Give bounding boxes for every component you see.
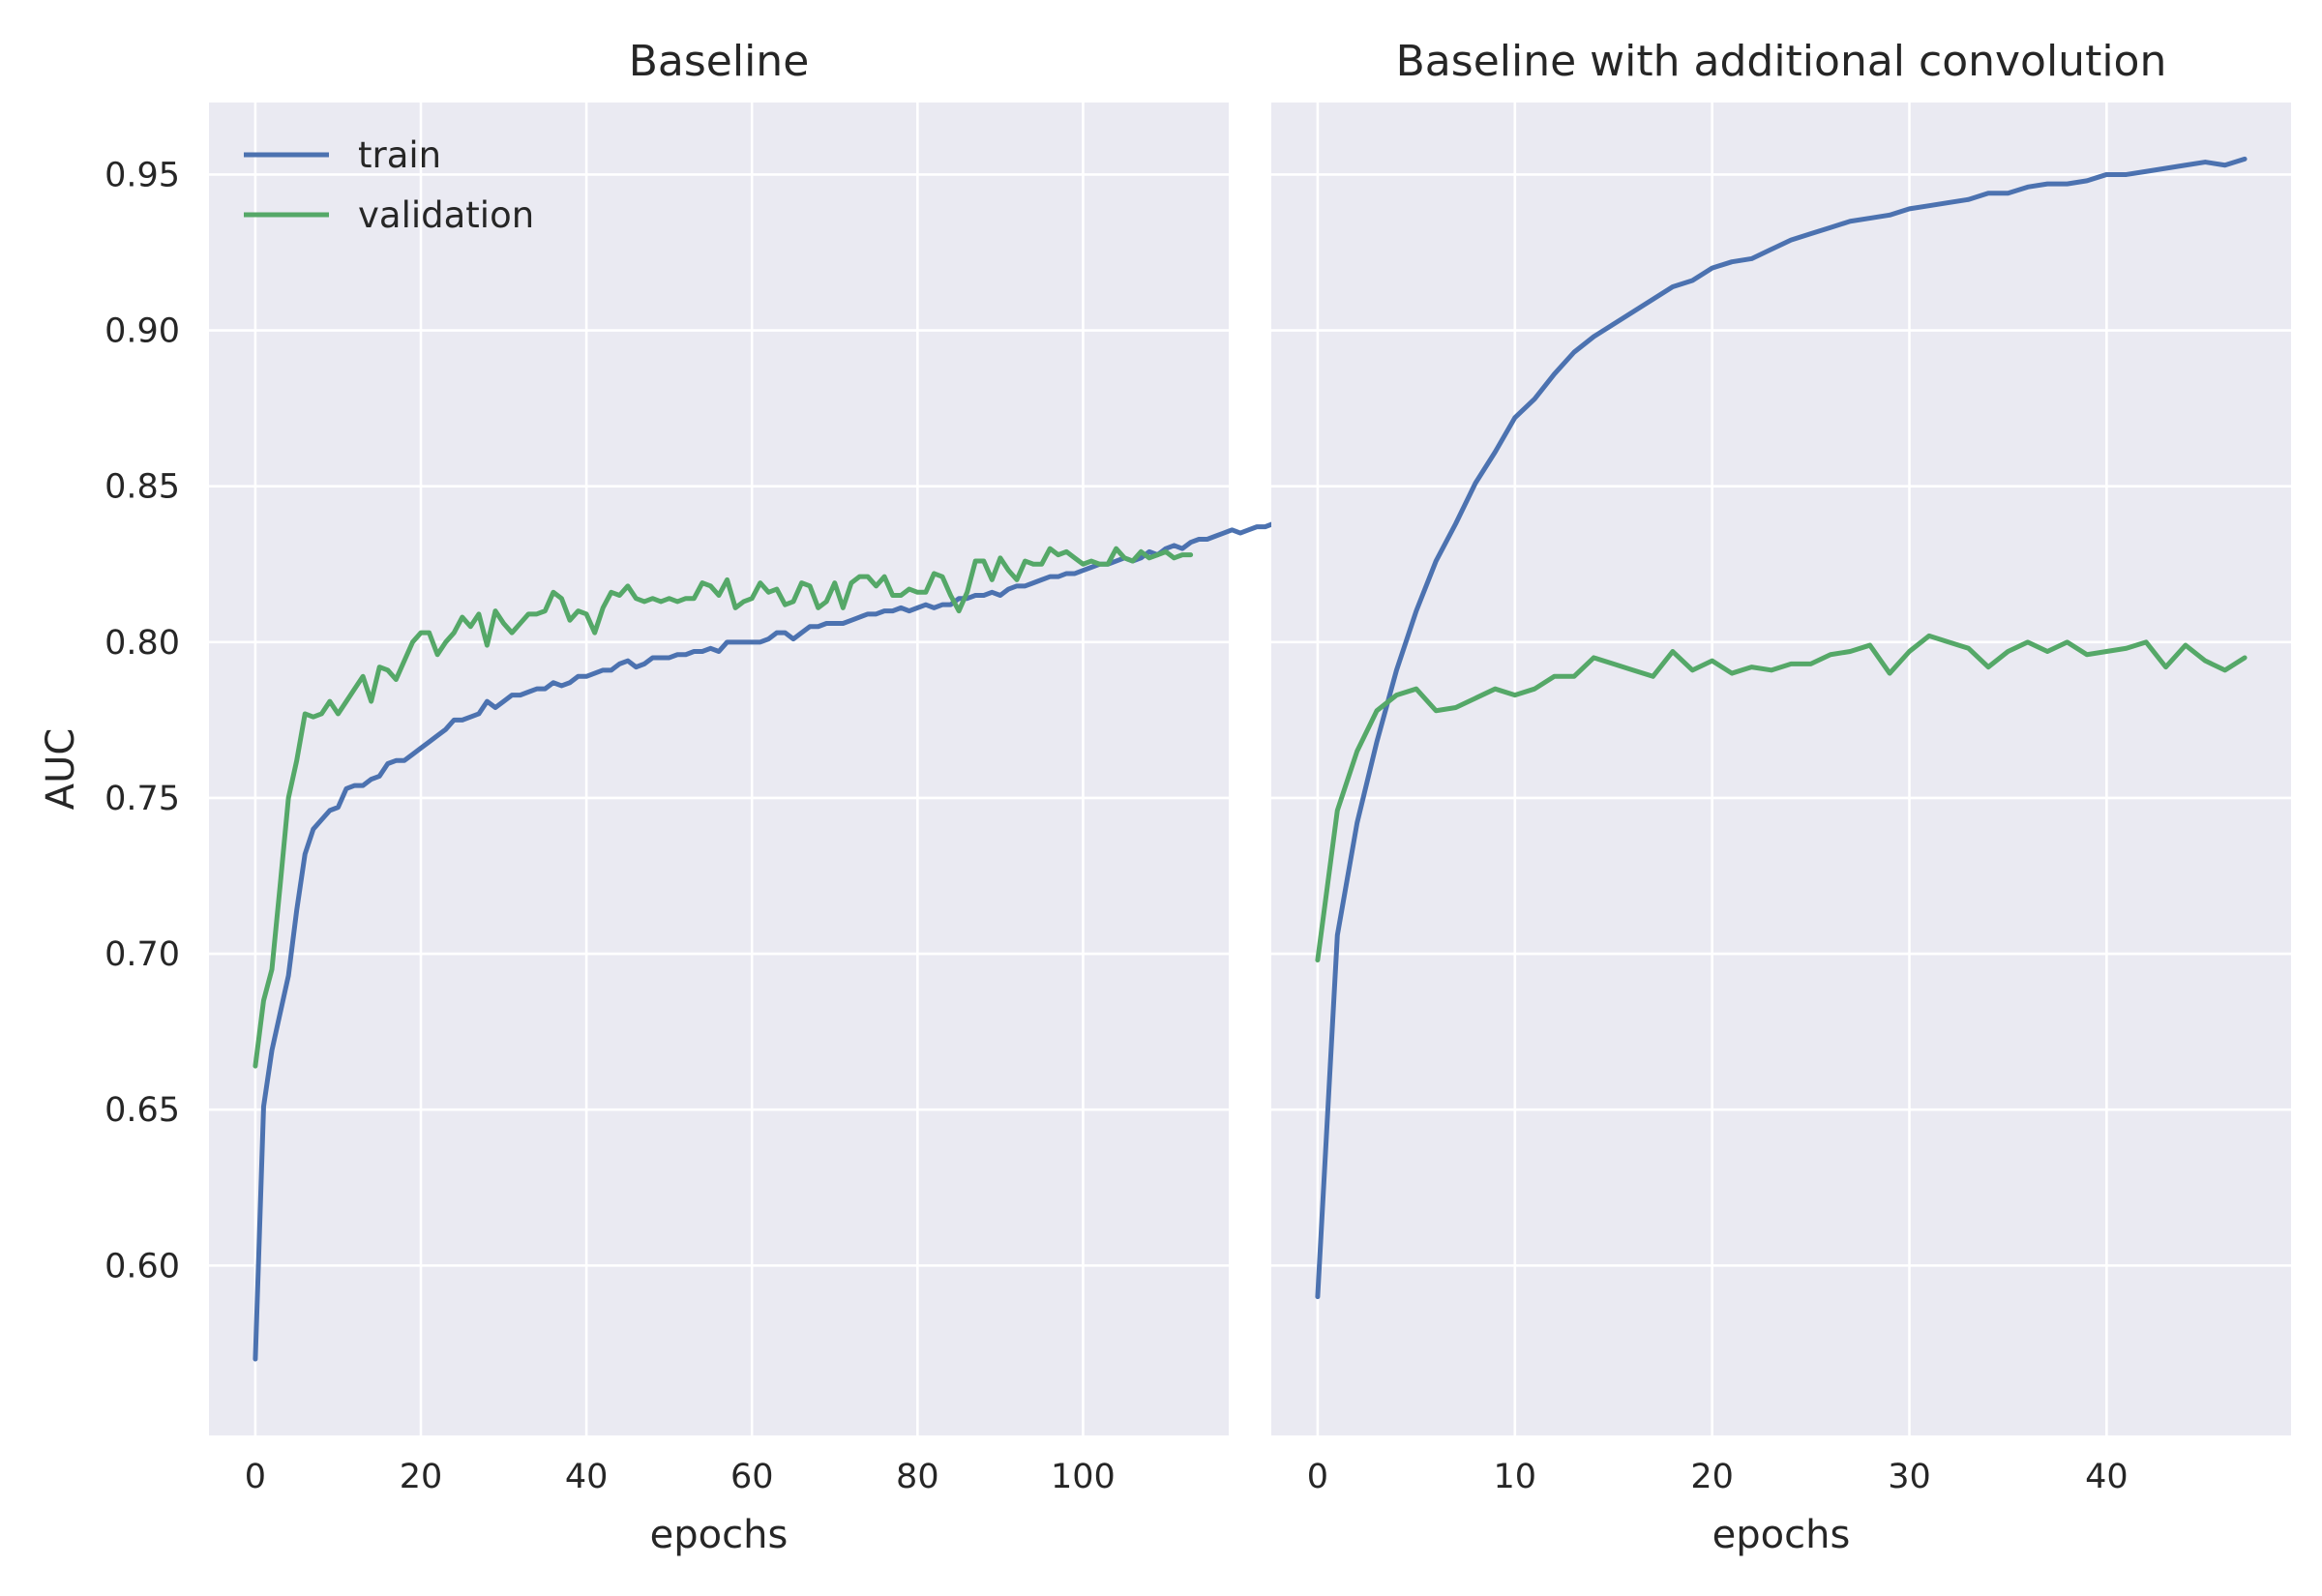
y-tick-label: 0.70 — [104, 935, 180, 974]
x-tick-label: 100 — [1051, 1458, 1116, 1496]
grid-baseline — [209, 103, 1229, 1435]
chart-title-additional-convolution: Baseline with additional convolution — [1396, 37, 2167, 86]
x-ticks-baseline: 0 20 40 60 80 100 — [245, 1458, 1116, 1496]
x-ticks-additional-convolution: 0 10 20 30 40 — [1307, 1458, 2128, 1496]
legend-label-train: train — [358, 134, 441, 176]
x-axis-label-baseline: epochs — [650, 1513, 789, 1557]
y-tick-label: 0.75 — [104, 780, 180, 818]
x-tick-label: 10 — [1494, 1458, 1537, 1496]
y-tick-label: 0.60 — [104, 1247, 180, 1286]
y-tick-label: 0.80 — [104, 624, 180, 663]
chart-title-baseline: Baseline — [629, 37, 810, 86]
x-tick-label: 30 — [1888, 1458, 1931, 1496]
series-line-train-additional-convolution — [1315, 156, 2248, 1300]
series-line-validation-additional-convolution — [1315, 633, 2248, 963]
x-axis-label-additional-convolution: epochs — [1712, 1513, 1851, 1557]
x-tick-label: 60 — [730, 1458, 774, 1496]
x-tick-label: 0 — [245, 1458, 266, 1496]
x-tick-label: 40 — [565, 1458, 609, 1496]
y-tick-label: 0.95 — [104, 156, 180, 194]
x-tick-label: 20 — [400, 1458, 443, 1496]
x-tick-label: 20 — [1690, 1458, 1734, 1496]
legend: train validation — [244, 134, 534, 236]
x-tick-label: 40 — [2085, 1458, 2128, 1496]
y-tick-label: 0.85 — [104, 468, 180, 507]
series-baseline — [253, 512, 1326, 1362]
plot-baseline: Baseline epochs AUC 0 20 40 60 80 100 0.600.6… — [39, 37, 1326, 1557]
series-additional-convolution — [1315, 156, 2248, 1300]
plot-area-additional-convolution — [1271, 103, 2291, 1435]
y-tick-label: 0.65 — [104, 1091, 180, 1130]
y-axis-label: AUC — [39, 728, 83, 811]
y-ticks-baseline: 0.60 0.65 0.70 0.75 0.80 0.85 0.90 0.95 — [104, 156, 180, 1286]
x-tick-label: 80 — [896, 1458, 939, 1496]
plot-area-baseline — [209, 103, 1229, 1435]
legend-label-validation: validation — [358, 194, 534, 236]
x-tick-label: 0 — [1307, 1458, 1328, 1496]
y-tick-label: 0.90 — [104, 312, 180, 351]
plot-additional-convolution: Baseline with additional convolution epo… — [1271, 37, 2291, 1557]
grid-additional-convolution — [1271, 103, 2291, 1435]
series-line-validation-baseline — [253, 546, 1194, 1069]
